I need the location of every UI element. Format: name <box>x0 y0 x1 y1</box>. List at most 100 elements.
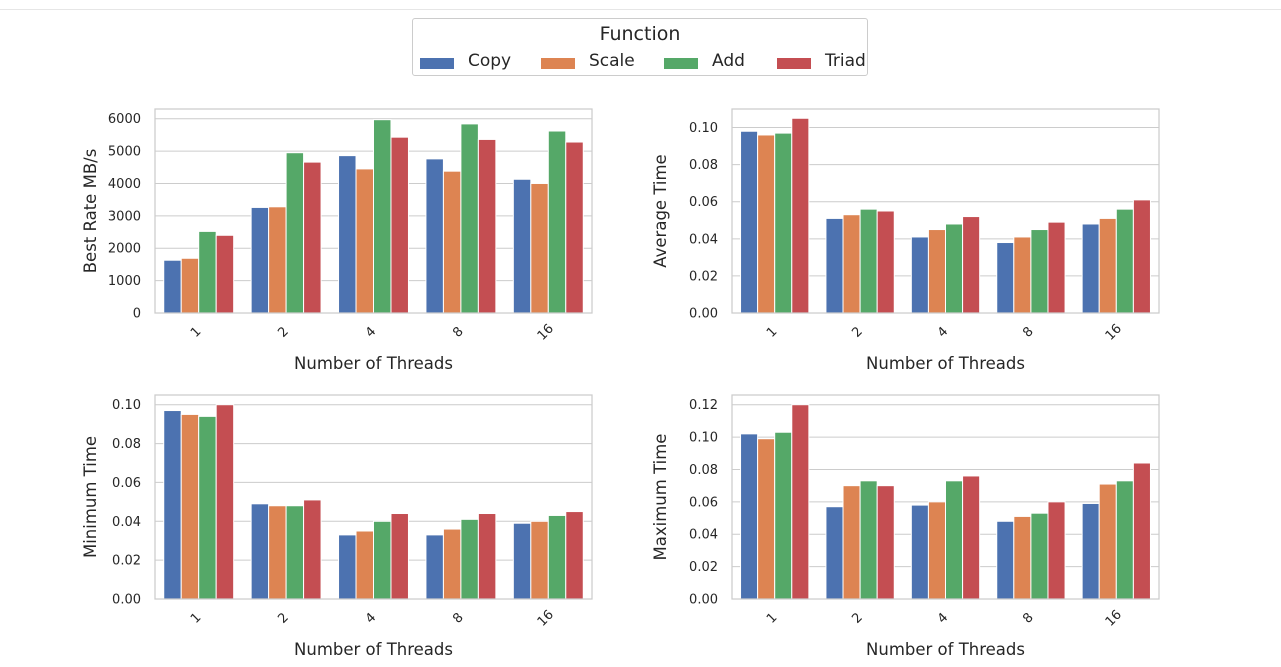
y-tick-label: 2000 <box>108 242 141 257</box>
bars <box>740 117 1151 314</box>
y-axis: 0.00 0.02 0.04 0.06 0.08 0.10 <box>112 398 141 607</box>
y-axis-label: Best Rate MB/s <box>81 149 100 274</box>
y-tick-label: 0.02 <box>689 560 718 575</box>
x-tick-label: 4 <box>935 324 951 340</box>
bar-add-8 <box>1030 512 1049 600</box>
bar-copy-16 <box>512 522 532 600</box>
bar-add-8 <box>460 123 479 314</box>
bar-scale-8 <box>442 528 462 600</box>
bar-scale-4 <box>927 229 947 314</box>
legend-title: Function <box>599 23 681 45</box>
legend-label-add: Add <box>712 51 745 71</box>
chart-minimum-time: 0.00 0.02 0.04 0.06 0.08 0.10 1 2 4 8 16 Number of … <box>81 394 593 659</box>
bar-copy-1 <box>740 130 759 314</box>
bar-copy-2 <box>825 506 844 600</box>
legend-swatch-add <box>664 58 698 69</box>
bar-scale-16 <box>1098 483 1117 600</box>
bars <box>163 404 584 600</box>
y-tick-label: 0.02 <box>689 269 718 284</box>
x-tick-label: 1 <box>764 610 780 626</box>
chart-average-time: 0.00 0.02 0.04 0.06 0.08 0.10 1 2 4 8 16 Number of … <box>651 108 1160 373</box>
bar-scale-4 <box>355 530 374 600</box>
bar-copy-8 <box>425 534 444 600</box>
bar-add-8 <box>1030 229 1049 314</box>
bar-triad-2 <box>303 499 322 600</box>
y-tick-label: 0.04 <box>112 515 141 530</box>
x-axis: 1 2 4 8 16 <box>764 607 1125 629</box>
y-tick-label: 0.06 <box>112 476 141 491</box>
bar-copy-4 <box>338 534 357 600</box>
bar-scale-4 <box>355 168 374 314</box>
bar-triad-16 <box>565 141 584 314</box>
y-tick-label: 0.12 <box>689 398 718 413</box>
bar-add-1 <box>774 431 793 600</box>
bar-scale-1 <box>180 413 200 600</box>
bar-copy-4 <box>910 504 929 600</box>
x-axis: 1 2 4 8 16 <box>764 321 1125 343</box>
bar-copy-1 <box>163 410 182 600</box>
bar-add-4 <box>945 223 964 314</box>
bar-triad-8 <box>1047 221 1066 314</box>
x-tick-label: 8 <box>450 324 466 340</box>
x-axis: 1 2 4 8 16 <box>188 321 557 343</box>
bar-copy-8 <box>996 520 1015 600</box>
bar-scale-2 <box>842 485 861 600</box>
bar-triad-2 <box>876 485 895 600</box>
x-tick-label: 16 <box>1103 607 1125 629</box>
legend-swatch-scale <box>541 58 575 69</box>
bar-copy-2 <box>250 206 270 314</box>
y-tick-label: 0.06 <box>689 495 718 510</box>
y-tick-label: 0.08 <box>112 437 141 452</box>
y-tick-label: 5000 <box>108 145 141 160</box>
bar-scale-2 <box>268 505 287 600</box>
x-tick-label: 2 <box>849 324 865 340</box>
bar-scale-16 <box>1098 217 1117 314</box>
x-axis-label: Number of Threads <box>866 354 1025 373</box>
bar-triad-1 <box>215 404 235 600</box>
bar-add-16 <box>1115 480 1134 600</box>
bar-copy-8 <box>996 242 1015 314</box>
bar-triad-8 <box>477 513 497 600</box>
bar-scale-8 <box>1013 236 1032 314</box>
x-tick-label: 2 <box>275 610 291 626</box>
x-axis-label: Number of Threads <box>294 354 453 373</box>
bar-copy-8 <box>425 158 444 314</box>
y-axis: 0 1000 2000 3000 4000 5000 6000 <box>108 112 141 321</box>
bar-copy-16 <box>512 178 532 314</box>
legend-items: Copy Scale Add Triad <box>413 51 867 73</box>
legend: Function Copy Scale Add Triad <box>412 18 868 76</box>
y-tick-label: 4000 <box>108 177 141 192</box>
x-tick-label: 16 <box>535 321 557 343</box>
y-tick-label: 0.08 <box>689 463 718 478</box>
x-tick-label: 1 <box>764 324 780 340</box>
bar-triad-16 <box>1132 462 1151 600</box>
bar-scale-16 <box>530 520 549 600</box>
y-tick-label: 3000 <box>108 209 141 224</box>
x-tick-label: 8 <box>1020 324 1036 340</box>
bar-scale-1 <box>757 134 776 314</box>
bar-add-1 <box>198 230 217 314</box>
bar-add-16 <box>547 514 567 600</box>
y-tick-label: 0.10 <box>112 398 141 413</box>
x-tick-label: 16 <box>1103 321 1125 343</box>
legend-swatch-triad <box>777 58 811 69</box>
bar-scale-2 <box>268 206 287 314</box>
y-tick-label: 0.00 <box>689 307 718 322</box>
x-tick-label: 1 <box>188 324 204 340</box>
chart-maximum-time: 0.00 0.02 0.04 0.06 0.08 0.10 0.12 1 2 4 8 16 Number… <box>651 394 1160 659</box>
x-tick-label: 4 <box>363 610 379 626</box>
bar-scale-8 <box>1013 515 1032 600</box>
y-tick-label: 0.06 <box>689 195 718 210</box>
x-tick-label: 16 <box>535 607 557 629</box>
bar-add-4 <box>373 119 392 314</box>
bar-add-4 <box>373 520 392 600</box>
y-tick-label: 0 <box>133 307 141 322</box>
x-tick-label: 1 <box>188 610 204 626</box>
bar-triad-2 <box>303 161 322 314</box>
legend-swatch-copy <box>420 58 454 69</box>
chart-best-rate: 0 1000 2000 3000 4000 5000 6000 1 2 4 8 16 Number of… <box>81 108 593 373</box>
bar-scale-1 <box>180 257 200 314</box>
bar-copy-4 <box>338 155 357 314</box>
bar-copy-1 <box>740 433 759 600</box>
bar-add-2 <box>285 505 305 600</box>
